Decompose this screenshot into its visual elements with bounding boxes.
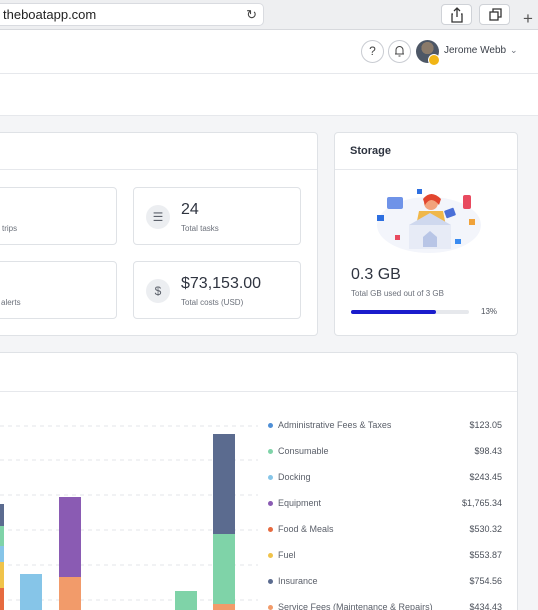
bar-segment[interactable] <box>59 577 81 610</box>
legend-item[interactable]: Docking $243.45 <box>268 472 502 486</box>
notifications-button[interactable] <box>388 40 411 63</box>
storage-card: Storage 0.3 GB Total GB used out of 3 GB… <box>334 132 518 336</box>
legend-amount: $1,765.34 <box>461 498 502 508</box>
expenses-card <box>0 352 518 610</box>
stat-card-costs[interactable]: $ $73,153.00 Total costs (USD) <box>133 261 301 319</box>
legend-name: Administrative Fees & Taxes <box>278 420 392 430</box>
new-tab-button[interactable]: + <box>523 9 533 28</box>
stat-label: trips <box>2 224 18 233</box>
bar-segment[interactable] <box>0 526 4 546</box>
legend-name: Fuel <box>278 550 296 560</box>
share-button[interactable] <box>441 4 472 25</box>
stat-value: $73,153.00 <box>181 275 262 292</box>
legend-name: Consumable <box>278 446 329 456</box>
legend-item[interactable]: Consumable $98.43 <box>268 446 502 460</box>
legend-item[interactable]: Administrative Fees & Taxes $123.05 <box>268 420 502 434</box>
storage-percent: 13% <box>481 307 498 316</box>
reload-icon[interactable]: ↻ <box>246 7 257 22</box>
legend-item[interactable]: Equipment $1,765.34 <box>268 498 502 512</box>
overview-divider <box>0 169 317 170</box>
address-bar[interactable]: theboatapp.com ↻ <box>0 3 264 26</box>
bar-segment[interactable] <box>0 546 4 562</box>
legend-swatch <box>268 527 273 532</box>
question-circle-icon: ? <box>369 44 376 58</box>
bar-segment[interactable] <box>175 591 197 610</box>
storage-used: 0.3 GB <box>351 266 401 283</box>
bar-segment[interactable] <box>0 504 4 526</box>
app-header: ? <box>0 30 538 74</box>
stat-label: alerts <box>1 298 21 307</box>
storage-title: Storage <box>350 145 391 157</box>
stat-label: Total costs (USD) <box>181 298 244 307</box>
legend-swatch <box>268 501 273 506</box>
legend-name: Food & Meals <box>278 524 334 534</box>
stat-card-alerts[interactable]: alerts <box>0 261 117 319</box>
dollar-icon: $ <box>146 279 170 303</box>
storage-divider <box>335 169 517 170</box>
legend-amount: $530.32 <box>469 524 502 534</box>
storage-progress-bar <box>351 310 469 314</box>
stat-card-trips[interactable]: trips <box>0 187 117 245</box>
legend-item[interactable]: Fuel $553.87 <box>268 550 502 564</box>
bar-segment[interactable] <box>213 434 235 534</box>
tabs-button[interactable] <box>479 4 510 25</box>
legend-amount: $434.43 <box>469 602 502 610</box>
bar-segment[interactable] <box>0 562 4 588</box>
legend-name: Insurance <box>278 576 318 586</box>
legend-amount: $98.43 <box>474 446 502 456</box>
bar-segment[interactable] <box>213 604 235 610</box>
storage-caption: Total GB used out of 3 GB <box>351 289 444 298</box>
storage-illustration <box>377 189 481 253</box>
bar-segment[interactable] <box>59 497 81 577</box>
legend-item[interactable]: Insurance $754.56 <box>268 576 502 590</box>
legend-amount: $243.45 <box>469 472 502 482</box>
legend-swatch <box>268 449 273 454</box>
browser-toolbar: theboatapp.com ↻ + <box>0 0 538 30</box>
legend-item[interactable]: Service Fees (Maintenance & Repairs) $434… <box>268 602 502 610</box>
chevron-down-icon[interactable]: ⌄ <box>510 45 518 55</box>
stat-label: Total tasks <box>181 224 219 233</box>
stat-card-tasks[interactable]: ☰ 24 Total tasks <box>133 187 301 245</box>
legend-swatch <box>268 475 273 480</box>
stat-value: 24 <box>181 201 199 218</box>
url-text: theboatapp.com <box>3 7 97 22</box>
bar-segment[interactable] <box>0 588 4 610</box>
bell-icon <box>395 46 404 57</box>
user-name[interactable]: Jerome Webb <box>444 45 507 56</box>
help-button[interactable]: ? <box>361 40 384 63</box>
legend-amount: $553.87 <box>469 550 502 560</box>
legend-name: Equipment <box>278 498 322 508</box>
legend-name: Docking <box>278 472 311 482</box>
legend-swatch <box>268 605 273 610</box>
tabs-icon <box>489 8 502 21</box>
legend-swatch <box>268 553 273 558</box>
share-icon <box>451 7 463 23</box>
sub-header-bar <box>0 74 538 116</box>
legend-swatch <box>268 579 273 584</box>
legend-item[interactable]: Food & Meals $530.32 <box>268 524 502 538</box>
legend-amount: $123.05 <box>469 420 502 430</box>
legend-amount: $754.56 <box>469 576 502 586</box>
bar-segment[interactable] <box>20 574 42 610</box>
list-icon: ☰ <box>146 205 170 229</box>
avatar-badge <box>428 54 440 66</box>
expenses-divider <box>0 391 517 392</box>
bar-segment[interactable] <box>213 534 235 604</box>
storage-progress-fill <box>351 310 436 314</box>
legend-swatch <box>268 423 273 428</box>
legend-name: Service Fees (Maintenance & Repairs) <box>278 602 433 610</box>
expenses-chart <box>0 425 258 610</box>
